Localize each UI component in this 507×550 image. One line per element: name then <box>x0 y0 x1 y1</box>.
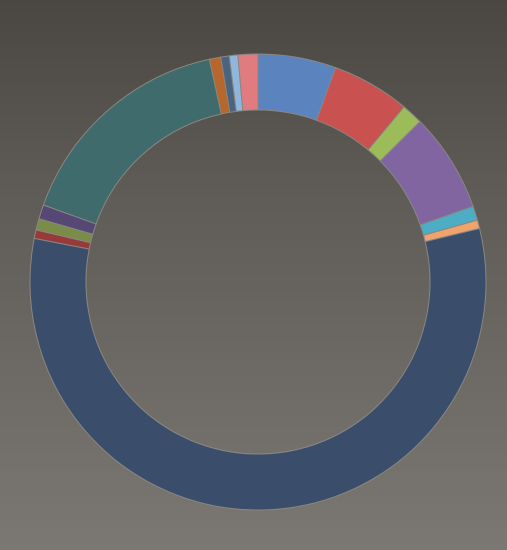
donut-slice-11 <box>42 58 222 225</box>
donut-slice-7 <box>29 227 487 511</box>
donut-slice-15 <box>237 53 259 112</box>
